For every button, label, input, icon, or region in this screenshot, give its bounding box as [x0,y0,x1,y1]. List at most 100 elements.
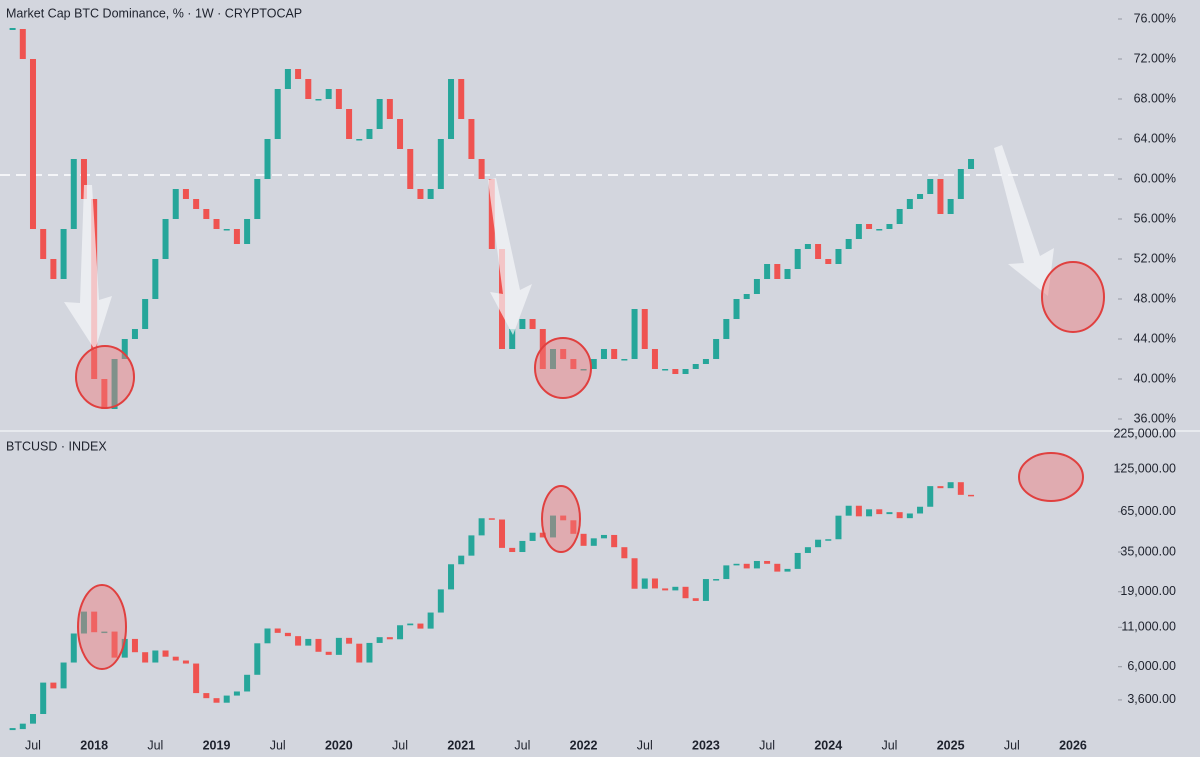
candle [91,611,98,633]
candle [662,588,669,591]
y-tick-label: 11,000.00 [1121,620,1176,634]
y-tick-label: 44.00% [1134,331,1176,345]
y-tick-label: 125,000.00 [1113,462,1176,476]
x-tick-label: Jul [637,738,653,752]
candle [254,643,261,675]
candle [346,637,353,644]
candle [50,259,57,279]
x-tick-label: 2021 [447,738,475,752]
candle [488,518,495,520]
candle [927,486,934,507]
y-tick-label: 48.00% [1134,291,1176,305]
candle [366,129,373,139]
candle [764,560,771,564]
y-tick-label: 6,000.00 [1127,659,1176,673]
y-tick-label: 19,000.00 [1120,584,1176,598]
candle [692,364,699,369]
candle [590,359,597,369]
candle [397,625,404,640]
candle [896,512,903,519]
candle [325,651,332,655]
candle [356,643,363,663]
arrow [488,178,532,335]
candle [101,379,108,409]
candle [509,547,516,553]
candle [223,695,230,703]
candle [19,29,26,59]
candle [111,359,118,409]
y-tick-label: 68.00% [1134,91,1176,105]
candle [40,229,47,259]
candle [968,159,975,169]
candle [947,199,954,214]
candle [233,691,240,696]
candle [101,631,108,634]
candle [845,239,852,249]
candle [794,249,801,269]
candle [743,294,750,299]
candle [957,169,964,199]
candle [397,119,404,149]
x-tick-label: 2025 [937,738,965,752]
candle [702,359,709,364]
x-tick-label: Jul [270,738,286,752]
y-tick-label: 56.00% [1134,211,1176,225]
candle [672,586,679,591]
candle [651,578,658,589]
candle [651,349,658,369]
candle [886,224,893,229]
candle [295,636,302,646]
candle [906,513,913,519]
candle [458,79,465,119]
candle [488,179,495,249]
candle [825,259,832,264]
candle [835,249,842,264]
x-tick-label: 2018 [80,738,108,752]
x-tick-label: Jul [514,738,530,752]
candle [121,339,128,359]
x-tick-label: Jul [25,738,41,752]
candle [641,309,648,349]
candle [682,369,689,374]
candle [539,329,546,369]
candle [335,637,342,655]
candle [713,579,720,581]
x-tick-label: 2023 [692,738,720,752]
candle [315,99,322,101]
candle [172,656,179,661]
candle [570,359,577,369]
y-tick-label: 35,000.00 [1120,544,1176,558]
candle [539,532,546,538]
candle [917,506,924,514]
x-tick-label: 2020 [325,738,353,752]
candle [672,369,679,374]
candle [131,329,138,339]
candle [723,319,730,339]
candle [70,633,77,663]
candle [121,638,128,658]
candle [815,539,822,548]
candle [244,674,251,692]
y-tick-label: 36.00% [1134,411,1176,425]
candle [172,189,179,219]
highlight-ellipse [534,337,592,399]
candle [560,515,567,521]
candle [9,728,16,731]
y-tick-label: 3,600.00 [1127,692,1176,706]
candle [407,149,414,189]
candle [111,631,118,658]
x-tick-label: 2024 [814,738,842,752]
candle [305,79,312,99]
candle [478,518,485,536]
candle [244,219,251,244]
x-tick-label: 2019 [203,738,231,752]
candle [886,512,893,515]
x-tick-label: Jul [1004,738,1020,752]
candle [284,632,291,637]
candle [723,565,730,580]
candle [845,505,852,516]
candle [804,244,811,249]
candle [957,482,964,495]
candle [356,139,363,141]
x-tick-label: Jul [392,738,408,752]
